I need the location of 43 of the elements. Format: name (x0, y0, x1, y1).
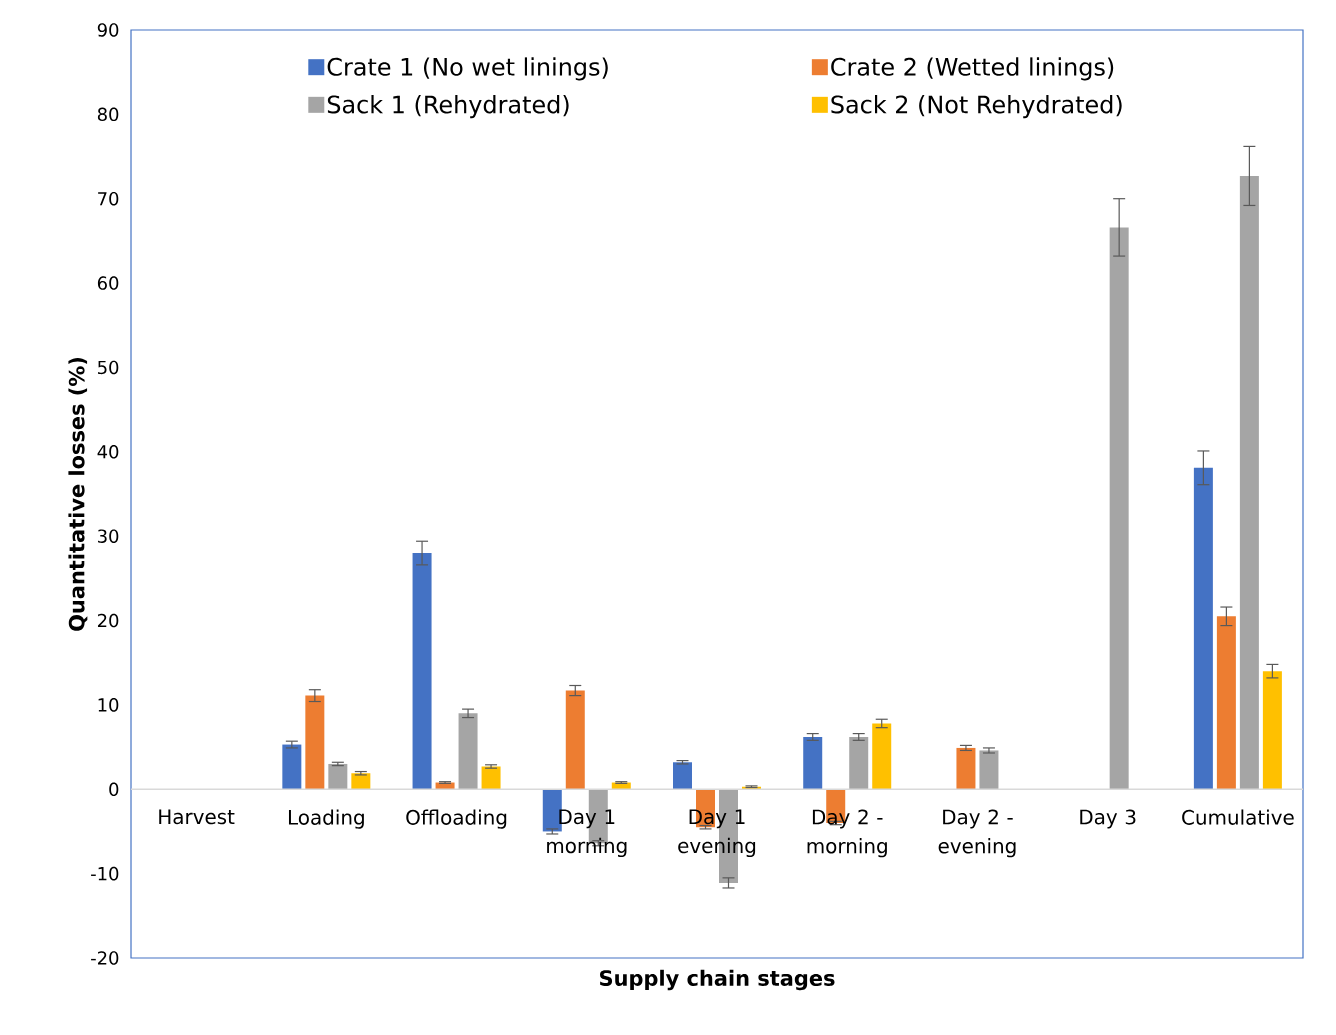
x-tick-label: Offloading (406, 809, 507, 829)
x-tick-label: Loading (288, 809, 364, 829)
y-tick-label: 90 (97, 23, 119, 37)
y-tick-label: 0 (109, 782, 119, 797)
bar (412, 553, 432, 790)
bar (282, 744, 302, 790)
legend-label: Sack 1 (Rehydrated) (327, 95, 569, 119)
y-tick-label: 50 (98, 360, 119, 375)
x-tick-label: Harvest (159, 809, 235, 825)
y-tick-label: -20 (91, 951, 119, 965)
bar (328, 763, 348, 790)
y-tick-label: 10 (98, 698, 119, 712)
y-tick-label: 70 (98, 191, 119, 206)
legend-label: Crate 2 (Wetted linings) (831, 57, 1114, 81)
bar (1193, 467, 1213, 790)
legend-label: Sack 2 (Not Rehydrated) (831, 95, 1122, 119)
bar (849, 736, 869, 790)
bar (1262, 671, 1282, 790)
bar (351, 773, 371, 790)
bar (803, 736, 823, 790)
bar (1216, 616, 1236, 790)
y-tick-label: 80 (97, 107, 119, 122)
bar (481, 766, 501, 790)
x-tick-label: Day 3 (1080, 809, 1136, 829)
bar (956, 747, 976, 790)
y-axis-title: Quantitative losses (%) (68, 357, 88, 631)
bar (1109, 227, 1129, 790)
x-axis-title: Supply chain stages (600, 969, 835, 991)
y-tick-label: 20 (97, 613, 119, 628)
x-tick-label: Day 2 - evening (938, 809, 1016, 858)
y-tick-label: 40 (97, 445, 119, 459)
bar (458, 713, 478, 790)
bar (872, 723, 892, 790)
y-tick-label: 30 (98, 529, 119, 543)
bar (305, 695, 325, 790)
legend-label: Crate 1 (No wet linings) (327, 57, 608, 81)
bar (1239, 175, 1259, 790)
y-tick-label: 60 (97, 276, 119, 290)
y-tick-label: -10 (91, 866, 119, 881)
bar (673, 762, 692, 790)
bar (979, 750, 999, 790)
bar (565, 690, 585, 790)
x-tick-label: Cumulative (1182, 809, 1294, 825)
